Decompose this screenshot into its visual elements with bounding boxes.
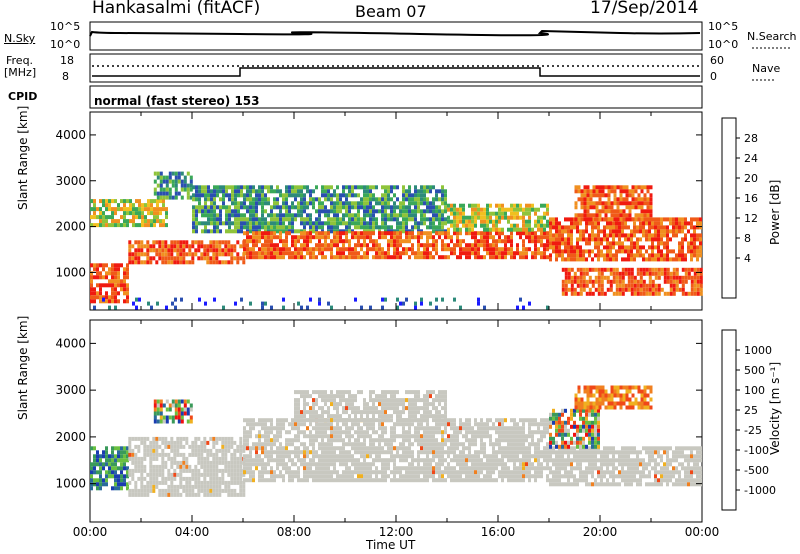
cpid-panel-frame bbox=[89, 85, 703, 109]
noise-panel-frame bbox=[89, 21, 703, 51]
axes: 1000 2000 3000 4000 1000 2000 3000 4000 00:00 04:… bbox=[55, 112, 719, 539]
nave-label: Nave bbox=[752, 62, 781, 75]
nsearch-tick-top: 10^5 bbox=[708, 20, 739, 33]
colorbars: 28 24 20 16 12 8 4 1000 500 100 25 -25 -100 -500 -1000 bbox=[721, 117, 776, 511]
freq-trace bbox=[92, 67, 700, 77]
colorbar-frame bbox=[721, 329, 737, 511]
power-heatmap bbox=[90, 171, 703, 310]
power-region-6 bbox=[447, 203, 549, 232]
colorbar-tick-label: 4 bbox=[744, 252, 751, 265]
xtick-label: 12:00 bbox=[379, 525, 414, 539]
colorbar-tick-label: 500 bbox=[744, 364, 765, 377]
velocity-colorbar-label: Velocity [m s⁻¹] bbox=[768, 361, 782, 455]
xtick-label: 00:00 bbox=[685, 525, 720, 539]
velocity-region-3 bbox=[294, 390, 447, 423]
cpid-mode: normal (fast stereo) 153 bbox=[94, 94, 260, 108]
xtick-label: 16:00 bbox=[481, 525, 516, 539]
ytick-label: 1000 bbox=[55, 265, 86, 279]
velocity-heatmap bbox=[90, 385, 702, 497]
colorbar-tick-label: 8 bbox=[744, 232, 751, 245]
ytick-label: 4000 bbox=[55, 128, 86, 142]
power-region-5 bbox=[243, 231, 549, 260]
freq-tick-bottom: 8 bbox=[62, 70, 69, 83]
nsearch-label: N.Search bbox=[747, 30, 797, 43]
beam-label: Beam 07 bbox=[355, 2, 427, 21]
velocity-region-5 bbox=[549, 408, 600, 449]
xtick-label: 04:00 bbox=[175, 525, 210, 539]
power-region-0 bbox=[90, 263, 129, 304]
xaxis-label: Time UT bbox=[366, 538, 416, 552]
power-region-4 bbox=[192, 185, 447, 234]
velocity-region-6 bbox=[574, 385, 653, 410]
velocity-ylabel: Slant Range [km] bbox=[16, 315, 30, 420]
nsearch-tick-bottom: 10^0 bbox=[708, 38, 739, 51]
power-region-2 bbox=[128, 240, 246, 265]
ytick-label: 4000 bbox=[55, 336, 86, 350]
date-label: 17/Sep/2014 bbox=[590, 0, 699, 18]
nsky-tick-top: 10^5 bbox=[50, 20, 81, 33]
ytick-label: 1000 bbox=[55, 477, 86, 491]
velocity-region-0 bbox=[90, 446, 129, 491]
power-region-10 bbox=[93, 297, 549, 310]
nsky-tick-bottom: 10^0 bbox=[50, 38, 81, 51]
freq-tick-top: 18 bbox=[60, 54, 74, 67]
colorbar-tick-label: 1000 bbox=[744, 344, 772, 357]
colorbar-tick-label: -500 bbox=[744, 464, 769, 477]
velocity-region-1 bbox=[128, 436, 246, 497]
power-colorbar-label: Power [dB] bbox=[768, 179, 782, 245]
power-region-3 bbox=[153, 171, 193, 200]
ytick-label: 2000 bbox=[55, 430, 86, 444]
colorbar-tick-label: -100 bbox=[744, 444, 769, 457]
colorbar-tick-label: 20 bbox=[744, 172, 758, 185]
xtick-label: 08:00 bbox=[277, 525, 312, 539]
velocity-region-4 bbox=[549, 446, 702, 487]
power-ylabel: Slant Range [km] bbox=[16, 105, 30, 210]
colorbar-frame bbox=[721, 117, 737, 299]
ytick-label: 3000 bbox=[55, 383, 86, 397]
ytick-label: 3000 bbox=[55, 174, 86, 188]
colorbar-tick-label: 16 bbox=[744, 192, 758, 205]
xtick-label: 00:00 bbox=[73, 525, 108, 539]
power-region-8 bbox=[574, 185, 653, 222]
station-title: Hankasalmi (fitACF) bbox=[92, 0, 261, 18]
colorbar-tick-label: 24 bbox=[744, 152, 758, 165]
colorbar-tick-label: 12 bbox=[744, 212, 758, 225]
power-region-1 bbox=[90, 199, 168, 228]
freq-panel-frame bbox=[89, 53, 703, 83]
colorbar-tick-label: 25 bbox=[744, 404, 758, 417]
ytick-label: 2000 bbox=[55, 220, 86, 234]
colorbar-tick-label: 28 bbox=[744, 132, 758, 145]
noise-trace bbox=[89, 29, 701, 37]
cpid-label: CPID bbox=[8, 90, 38, 103]
colorbar-tick-label: -25 bbox=[744, 424, 762, 437]
freq-label-2: [MHz] bbox=[4, 66, 37, 79]
power-region-7 bbox=[549, 217, 702, 262]
colorbar-tick-label: 100 bbox=[744, 384, 765, 397]
xtick-label: 20:00 bbox=[583, 525, 618, 539]
velocity-region-7 bbox=[153, 399, 193, 424]
nsky-label: N.Sky bbox=[4, 32, 36, 45]
nave-tick-top: 60 bbox=[710, 54, 724, 67]
power-region-9 bbox=[561, 267, 703, 296]
freq-label-1: Freq. bbox=[6, 54, 34, 67]
velocity-region-2 bbox=[243, 418, 549, 483]
nave-tick-bottom: 0 bbox=[710, 70, 717, 83]
colorbar-tick-label: -1000 bbox=[744, 484, 776, 497]
